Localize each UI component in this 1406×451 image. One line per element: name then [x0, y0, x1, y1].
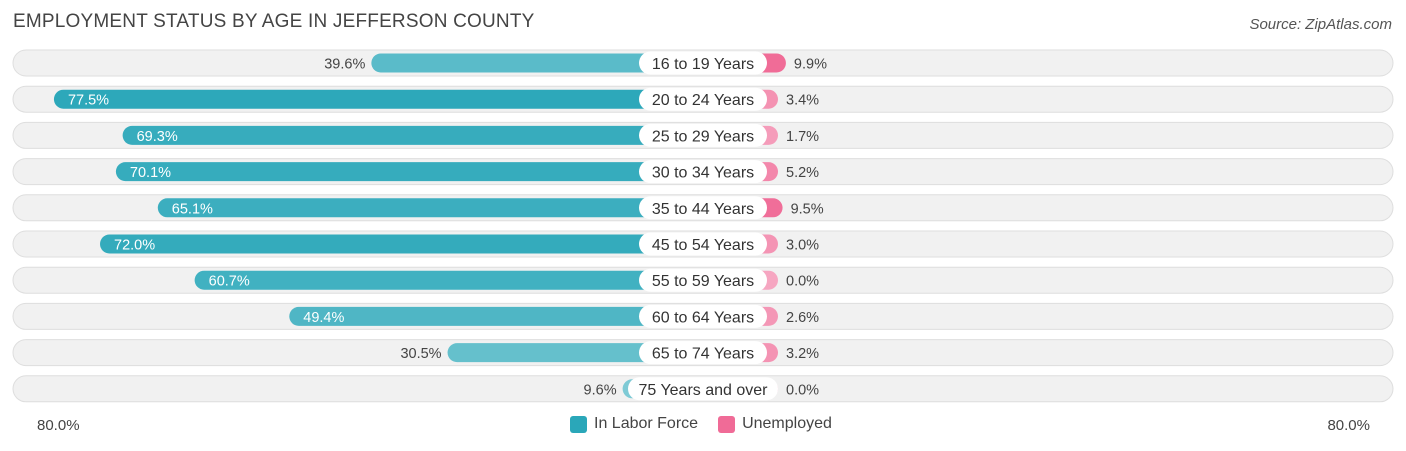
- category-label: 65 to 74 Years: [652, 346, 754, 363]
- category-label: 25 to 29 Years: [652, 128, 754, 145]
- bar-labor-force: [289, 306, 703, 326]
- value-label-labor-force: 69.3%: [137, 129, 178, 145]
- bar-labor-force: [53, 89, 703, 109]
- category-pill: [639, 123, 767, 147]
- category-label: 16 to 19 Years: [652, 56, 754, 73]
- value-label-labor-force: 77.5%: [68, 93, 109, 109]
- category-pill: [628, 377, 778, 401]
- value-label-labor-force: 70.1%: [130, 165, 171, 181]
- legend-item-labor: In Labor Force: [570, 415, 698, 433]
- legend-label-labor: In Labor Force: [594, 415, 699, 432]
- legend-item-unemployed: Unemployed: [718, 415, 832, 433]
- category-pill: [639, 341, 767, 365]
- value-label-unemployed: 5.2%: [786, 165, 819, 181]
- value-label-unemployed: 3.2%: [786, 346, 819, 362]
- bar-labor-force: [115, 162, 704, 182]
- value-label-labor-force: 60.7%: [209, 274, 250, 290]
- category-label: 60 to 64 Years: [652, 309, 754, 326]
- bar-labor-force: [194, 270, 703, 290]
- category-label: 45 to 54 Years: [652, 237, 754, 254]
- value-label-unemployed: 3.0%: [786, 238, 819, 254]
- value-label-unemployed: 0.0%: [786, 382, 819, 398]
- category-pill: [639, 51, 767, 75]
- category-label: 30 to 34 Years: [652, 165, 754, 182]
- value-label-labor-force: 65.1%: [172, 201, 213, 217]
- source-credit: Source: ZipAtlas.com: [1249, 16, 1392, 33]
- value-label-labor-force: 30.5%: [400, 346, 441, 362]
- category-label: 55 to 59 Years: [652, 273, 754, 290]
- value-label-labor-force: 72.0%: [114, 238, 155, 254]
- legend-label-unemployed: Unemployed: [742, 415, 832, 432]
- value-label-labor-force: 39.6%: [324, 57, 365, 73]
- category-pill: [639, 232, 767, 256]
- value-label-unemployed: 9.5%: [791, 201, 824, 217]
- category-pill: [639, 196, 767, 220]
- bar-labor-force: [157, 198, 704, 218]
- legend: In Labor Force Unemployed: [570, 415, 852, 433]
- category-label: 75 Years and over: [639, 382, 769, 399]
- bar-labor-force: [447, 343, 703, 363]
- chart-title: EMPLOYMENT STATUS BY AGE IN JEFFERSON CO…: [13, 11, 535, 32]
- axis-left-label: 80.0%: [37, 417, 80, 434]
- category-label: 20 to 24 Years: [652, 92, 754, 109]
- category-pill: [639, 304, 767, 328]
- category-pill: [639, 87, 767, 111]
- legend-swatch-labor: [570, 415, 587, 433]
- category-pill: [639, 160, 767, 184]
- axis-right-label: 80.0%: [1327, 417, 1370, 434]
- value-label-labor-force: 9.6%: [584, 382, 617, 398]
- value-label-labor-force: 49.4%: [303, 310, 344, 326]
- legend-swatch-unemployed: [718, 415, 736, 433]
- category-label: 35 to 44 Years: [652, 201, 754, 218]
- value-label-unemployed: 3.4%: [786, 93, 819, 109]
- bar-labor-force: [122, 125, 704, 145]
- category-pill: [639, 268, 767, 292]
- value-label-unemployed: 2.6%: [786, 310, 819, 326]
- value-label-unemployed: 1.7%: [786, 129, 819, 145]
- bar-labor-force: [371, 53, 703, 73]
- value-label-unemployed: 9.9%: [794, 57, 827, 73]
- bar-labor-force: [100, 234, 703, 254]
- value-label-unemployed: 0.0%: [786, 274, 819, 290]
